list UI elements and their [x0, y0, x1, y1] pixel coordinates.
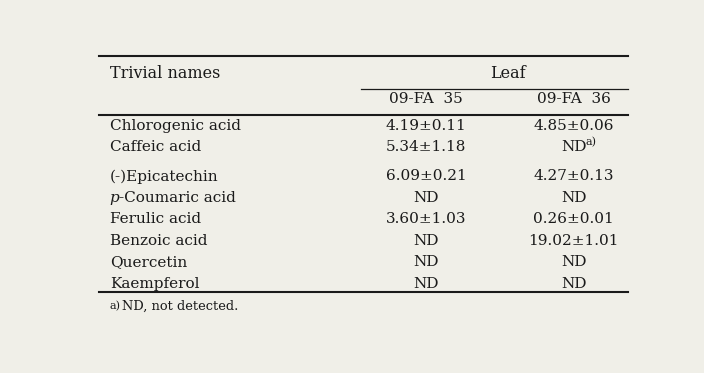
Text: Quercetin: Quercetin [110, 256, 187, 269]
Text: ND: ND [561, 140, 586, 154]
Text: Ferulic acid: Ferulic acid [110, 212, 201, 226]
Text: 4.85±0.06: 4.85±0.06 [534, 119, 614, 133]
Text: 6.09±0.21: 6.09±0.21 [386, 169, 467, 184]
Text: ND: ND [413, 256, 439, 269]
Text: Chlorogenic acid: Chlorogenic acid [110, 119, 241, 133]
Text: p: p [110, 191, 120, 205]
Text: (-)Epicatechin: (-)Epicatechin [110, 169, 218, 184]
Text: Kaempferol: Kaempferol [110, 277, 199, 291]
Text: 3.60±1.03: 3.60±1.03 [386, 212, 467, 226]
Text: 09-FA  36: 09-FA 36 [536, 92, 610, 106]
Text: Leaf: Leaf [490, 65, 526, 82]
Text: 0.26±0.01: 0.26±0.01 [533, 212, 614, 226]
Text: ND: ND [561, 277, 586, 291]
Text: a): a) [110, 301, 121, 311]
Text: ND: ND [561, 191, 586, 205]
Text: ND: ND [413, 277, 439, 291]
Text: a): a) [586, 137, 596, 147]
Text: Benzoic acid: Benzoic acid [110, 234, 207, 248]
Text: -Coumaric acid: -Coumaric acid [119, 191, 236, 205]
Text: 4.27±0.13: 4.27±0.13 [534, 169, 614, 184]
Text: 09-FA  35: 09-FA 35 [389, 92, 463, 106]
Text: ND: ND [561, 256, 586, 269]
Text: Trivial names: Trivial names [110, 65, 220, 82]
Text: Caffeic acid: Caffeic acid [110, 140, 201, 154]
Text: ND, not detected.: ND, not detected. [122, 300, 238, 313]
Text: ND: ND [413, 234, 439, 248]
Text: 5.34±1.18: 5.34±1.18 [386, 140, 467, 154]
Text: 4.19±0.11: 4.19±0.11 [386, 119, 467, 133]
Text: 19.02±1.01: 19.02±1.01 [528, 234, 619, 248]
Text: ND: ND [413, 191, 439, 205]
